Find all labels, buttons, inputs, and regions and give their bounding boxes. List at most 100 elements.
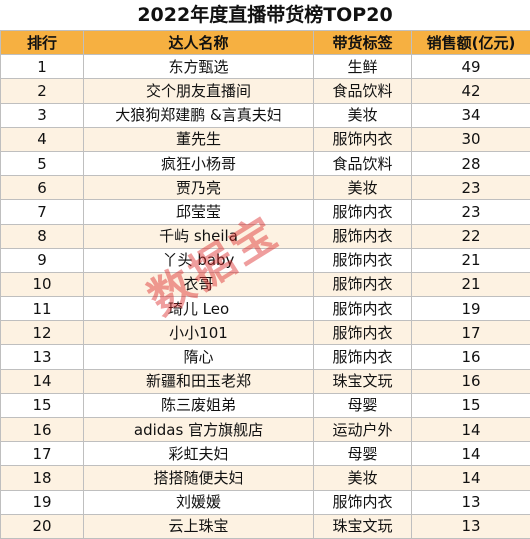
header-name: 达人名称 [84,31,314,55]
name-cell: 邱莹莹 [84,200,314,224]
name-cell: 隋心 [84,345,314,369]
name-cell: 衣哥 [84,272,314,296]
tag-cell: 服饰内衣 [314,490,412,514]
rank-cell: 19 [1,490,84,514]
header-row: 排行 达人名称 带货标签 销售额(亿元) [1,31,530,55]
name-cell: 琦儿 Leo [84,297,314,321]
name-cell: 搭搭随便夫妇 [84,466,314,490]
rank-cell: 9 [1,248,84,272]
name-cell: 新疆和田玉老郑 [84,369,314,393]
sales-cell: 28 [412,151,530,175]
sales-cell: 42 [412,79,530,103]
tag-cell: 食品饮料 [314,151,412,175]
tag-cell: 服饰内衣 [314,345,412,369]
tag-cell: 运动户外 [314,418,412,442]
tag-cell: 美妆 [314,103,412,127]
header-rank: 排行 [1,31,84,55]
rank-cell: 1 [1,55,84,79]
sales-cell: 13 [412,490,530,514]
name-cell: adidas 官方旗舰店 [84,418,314,442]
table-title: 2022年度直播带货榜TOP20 [0,0,530,30]
sales-cell: 14 [412,466,530,490]
sales-cell: 30 [412,127,530,151]
rank-cell: 12 [1,321,84,345]
sales-cell: 22 [412,224,530,248]
sales-cell: 49 [412,55,530,79]
sales-cell: 13 [412,514,530,538]
rank-cell: 8 [1,224,84,248]
tag-cell: 美妆 [314,176,412,200]
sales-cell: 16 [412,345,530,369]
name-cell: 丫头 baby [84,248,314,272]
sales-cell: 19 [412,297,530,321]
name-cell: 大狼狗郑建鹏 &言真夫妇 [84,103,314,127]
sales-cell: 16 [412,369,530,393]
tag-cell: 珠宝文玩 [314,514,412,538]
tag-cell: 生鲜 [314,55,412,79]
sales-cell: 21 [412,272,530,296]
header-sales: 销售额(亿元) [412,31,530,55]
tag-cell: 珠宝文玩 [314,369,412,393]
sales-cell: 23 [412,200,530,224]
name-cell: 陈三废姐弟 [84,393,314,417]
tag-cell: 服饰内衣 [314,127,412,151]
rank-cell: 4 [1,127,84,151]
name-cell: 云上珠宝 [84,514,314,538]
sales-cell: 23 [412,176,530,200]
tag-cell: 服饰内衣 [314,224,412,248]
rank-cell: 2 [1,79,84,103]
tag-cell: 服饰内衣 [314,321,412,345]
rank-cell: 6 [1,176,84,200]
rank-cell: 3 [1,103,84,127]
header-tag: 带货标签 [314,31,412,55]
rank-cell: 10 [1,272,84,296]
name-cell: 贾乃亮 [84,176,314,200]
name-cell: 东方甄选 [84,55,314,79]
rank-cell: 15 [1,393,84,417]
sales-cell: 14 [412,418,530,442]
rank-cell: 7 [1,200,84,224]
rank-cell: 20 [1,514,84,538]
tag-cell: 母婴 [314,442,412,466]
tag-cell: 食品饮料 [314,79,412,103]
sales-cell: 21 [412,248,530,272]
name-cell: 彩虹夫妇 [84,442,314,466]
sales-cell: 15 [412,393,530,417]
tag-cell: 服饰内衣 [314,248,412,272]
tag-cell: 美妆 [314,466,412,490]
name-cell: 疯狂小杨哥 [84,151,314,175]
rank-cell: 11 [1,297,84,321]
name-cell: 小小101 [84,321,314,345]
rank-cell: 16 [1,418,84,442]
sales-cell: 14 [412,442,530,466]
tag-cell: 母婴 [314,393,412,417]
rank-cell: 17 [1,442,84,466]
sales-cell: 17 [412,321,530,345]
rank-cell: 18 [1,466,84,490]
name-cell: 交个朋友直播间 [84,79,314,103]
name-cell: 千屿 sheila [84,224,314,248]
name-cell: 刘媛媛 [84,490,314,514]
rank-cell: 13 [1,345,84,369]
sales-cell: 34 [412,103,530,127]
tag-cell: 服饰内衣 [314,200,412,224]
